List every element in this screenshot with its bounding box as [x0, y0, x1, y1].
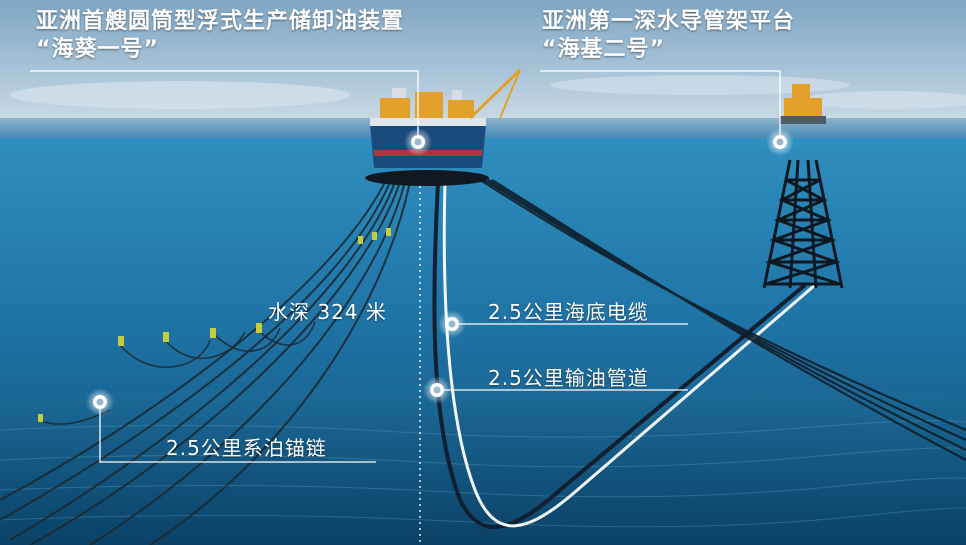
mooring-chain-label: 2.5公里系泊锚链	[166, 436, 327, 460]
cloud	[550, 75, 850, 95]
seabed	[0, 383, 966, 545]
water-depth-label: 水深 324 米	[268, 300, 387, 324]
cloud	[800, 91, 966, 109]
cloud	[10, 81, 350, 109]
flowline-bundle	[479, 179, 966, 461]
mooring-buoy-links	[39, 321, 316, 425]
fpso-name: “海葵一号”	[36, 37, 159, 62]
subsea-cable	[442, 181, 816, 528]
oil-pipeline	[432, 181, 807, 529]
jacket-platform	[762, 84, 844, 289]
callout-dots	[86, 128, 794, 416]
platform-title: 亚洲第一深水导管架平台	[542, 9, 796, 34]
mooring-buoys	[38, 228, 391, 422]
subsea-cable-label: 2.5公里海底电缆	[488, 300, 649, 324]
oil-pipeline-label: 2.5公里输油管道	[488, 366, 649, 390]
leader-lines	[30, 70, 781, 463]
fpso-title: 亚洲首艘圆筒型浮式生产储卸油装置	[36, 9, 405, 34]
platform-name: “海基二号”	[542, 37, 665, 62]
